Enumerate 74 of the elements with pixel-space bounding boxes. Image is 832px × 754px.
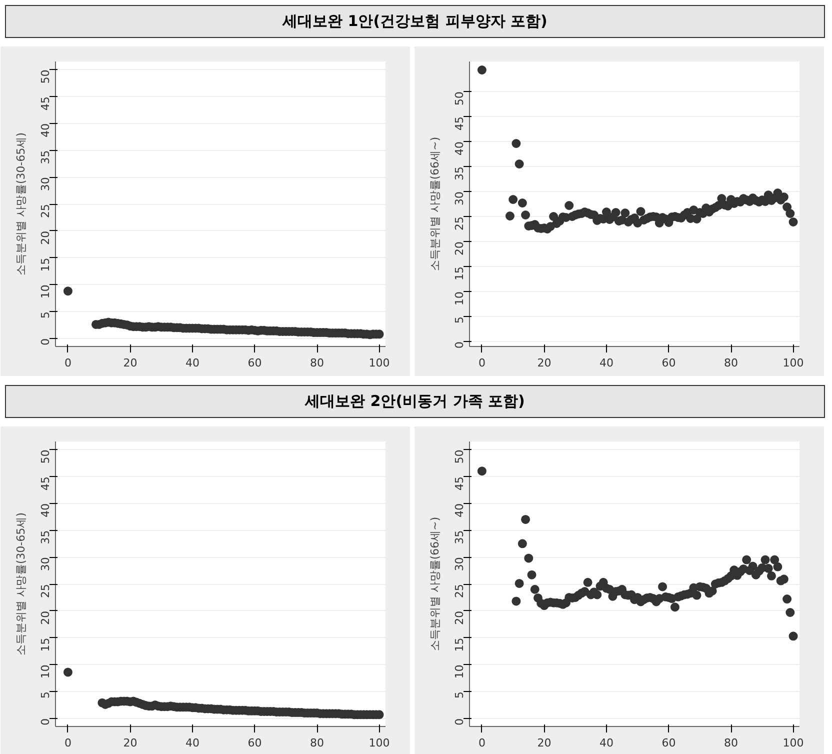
- y-tick-label: 40: [453, 141, 466, 156]
- y-tick-label: 30: [453, 557, 466, 572]
- y-tick-label: 45: [39, 96, 52, 110]
- x-tick-label: 80: [724, 356, 738, 370]
- x-tick-label: 0: [478, 736, 486, 750]
- x-tick-label: 100: [782, 356, 804, 370]
- y-tick-label: 15: [453, 638, 466, 652]
- y-tick-label: 25: [39, 584, 52, 598]
- y-tick-label: 5: [453, 692, 466, 699]
- y-tick-label: 5: [39, 692, 52, 699]
- x-tick-label: 100: [368, 356, 390, 370]
- y-axis-title: 소득분위별 사망률(66세~): [428, 516, 442, 652]
- x-tick-label: 40: [599, 736, 614, 750]
- y-tick-label: 0: [453, 718, 466, 726]
- y-tick-label: 35: [453, 530, 466, 544]
- x-tick-label: 60: [248, 736, 262, 750]
- y-tick-label: 40: [453, 503, 466, 518]
- x-tick-label: 0: [478, 356, 486, 370]
- y-tick-label: 15: [453, 266, 466, 280]
- y-tick-label: 25: [39, 204, 52, 218]
- y-tick-label: 10: [39, 664, 52, 679]
- y-tick-label: 50: [453, 91, 466, 106]
- x-tick-label: 100: [368, 736, 390, 750]
- x-tick-label: 20: [123, 736, 138, 750]
- y-tick-label: 15: [39, 258, 52, 272]
- y-tick-label: 50: [39, 70, 52, 84]
- y-axis-title: 소득분위별 사망률(66세~): [428, 136, 442, 272]
- x-tick-label: 20: [537, 736, 552, 750]
- chart-title: 세대보완 2안(비동거 가족 포함): [5, 385, 825, 418]
- x-tick-label: 100: [782, 736, 804, 750]
- y-tick-label: 25: [453, 584, 466, 598]
- y-tick-label: 40: [39, 123, 52, 138]
- y-tick-label: 30: [39, 557, 52, 572]
- y-tick-label: 45: [39, 476, 52, 490]
- x-tick-label: 60: [248, 356, 262, 370]
- y-tick-label: 0: [39, 718, 52, 726]
- y-tick-label: 40: [39, 503, 52, 518]
- y-tick-label: 25: [453, 216, 466, 230]
- y-tick-label: 20: [39, 610, 52, 625]
- y-tick-label: 10: [453, 291, 466, 306]
- y-tick-label: 20: [453, 610, 466, 625]
- y-tick-label: 5: [39, 312, 52, 319]
- x-tick-label: 60: [662, 356, 676, 370]
- y-tick-label: 30: [453, 191, 466, 206]
- y-tick-label: 45: [453, 116, 466, 130]
- y-axis-title: 소득분위별 사망률(30-65세): [14, 512, 28, 656]
- y-axis-title: 소득분위별 사망률(30-65세): [14, 132, 28, 276]
- y-tick-label: 50: [39, 450, 52, 464]
- x-tick-label: 60: [662, 736, 676, 750]
- y-tick-label: 0: [39, 338, 52, 346]
- x-tick-label: 40: [599, 356, 614, 370]
- y-tick-label: 35: [453, 166, 466, 180]
- y-tick-label: 35: [39, 150, 52, 164]
- x-tick-label: 40: [185, 736, 200, 750]
- x-tick-label: 20: [123, 356, 138, 370]
- y-tick-label: 35: [39, 530, 52, 544]
- x-tick-label: 80: [724, 736, 738, 750]
- x-tick-label: 40: [185, 356, 200, 370]
- x-tick-label: 20: [537, 356, 552, 370]
- x-tick-label: 0: [64, 736, 72, 750]
- y-tick-label: 20: [39, 230, 52, 245]
- y-tick-label: 10: [39, 284, 52, 299]
- chart-title: 세대보완 1안(건강보험 피부양자 포함): [5, 5, 825, 38]
- y-tick-label: 5: [453, 316, 466, 324]
- x-tick-label: 0: [64, 356, 72, 370]
- y-tick-label: 0: [453, 342, 466, 348]
- y-tick-label: 15: [39, 638, 52, 652]
- y-tick-label: 50: [453, 450, 466, 464]
- y-tick-label: 10: [453, 664, 466, 679]
- y-tick-label: 45: [453, 476, 466, 490]
- x-tick-label: 80: [310, 356, 324, 370]
- y-tick-label: 20: [453, 241, 466, 256]
- x-tick-label: 80: [310, 736, 324, 750]
- y-tick-label: 30: [39, 177, 52, 192]
